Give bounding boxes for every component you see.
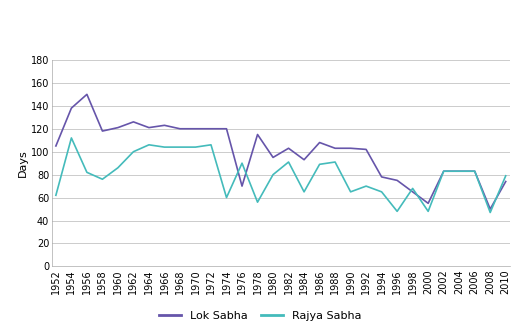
Legend: Lok Sabha, Rajya Sabha: Lok Sabha, Rajya Sabha bbox=[154, 307, 366, 326]
Lok Sabha bbox=[177, 127, 183, 131]
Lok Sabha bbox=[68, 106, 74, 110]
Lok Sabha bbox=[317, 141, 323, 145]
Rajya Sabha bbox=[425, 209, 431, 213]
Rajya Sabha bbox=[208, 143, 214, 147]
Rajya Sabha bbox=[131, 150, 137, 154]
Lok Sabha bbox=[208, 127, 214, 131]
Y-axis label: Days: Days bbox=[18, 149, 28, 177]
Rajya Sabha bbox=[332, 160, 338, 164]
Lok Sabha bbox=[285, 146, 292, 150]
Lok Sabha bbox=[487, 207, 493, 211]
Lok Sabha bbox=[456, 169, 462, 173]
Rajya Sabha bbox=[472, 169, 478, 173]
Text: No. of sittings per year: No. of sittings per year bbox=[161, 12, 359, 27]
Rajya Sabha bbox=[53, 193, 59, 197]
Rajya Sabha bbox=[99, 177, 106, 181]
Line: Rajya Sabha: Rajya Sabha bbox=[56, 138, 506, 212]
Rajya Sabha bbox=[224, 195, 230, 199]
Rajya Sabha bbox=[84, 170, 90, 174]
Rajya Sabha bbox=[68, 136, 74, 140]
Rajya Sabha bbox=[503, 174, 509, 178]
Rajya Sabha bbox=[239, 161, 245, 165]
Lok Sabha bbox=[131, 120, 137, 124]
Rajya Sabha bbox=[146, 143, 152, 147]
Rajya Sabha bbox=[347, 190, 354, 194]
Rajya Sabha bbox=[192, 145, 199, 149]
Rajya Sabha bbox=[285, 160, 292, 164]
Lok Sabha bbox=[161, 123, 167, 127]
Rajya Sabha bbox=[456, 169, 462, 173]
Lok Sabha bbox=[472, 169, 478, 173]
Lok Sabha bbox=[440, 169, 447, 173]
Rajya Sabha bbox=[317, 162, 323, 166]
Lok Sabha bbox=[379, 175, 385, 179]
Lok Sabha bbox=[503, 179, 509, 183]
Lok Sabha bbox=[115, 126, 121, 130]
Lok Sabha bbox=[146, 126, 152, 130]
Lok Sabha bbox=[99, 129, 106, 133]
Rajya Sabha bbox=[379, 190, 385, 194]
Rajya Sabha bbox=[394, 209, 400, 213]
Lok Sabha bbox=[239, 184, 245, 188]
Rajya Sabha bbox=[440, 169, 447, 173]
Rajya Sabha bbox=[270, 172, 276, 176]
Lok Sabha bbox=[84, 92, 90, 96]
Lok Sabha bbox=[301, 158, 307, 162]
Rajya Sabha bbox=[254, 200, 261, 204]
Rajya Sabha bbox=[115, 166, 121, 170]
Rajya Sabha bbox=[301, 190, 307, 194]
Lok Sabha bbox=[192, 127, 199, 131]
Lok Sabha bbox=[224, 127, 230, 131]
Rajya Sabha bbox=[487, 210, 493, 214]
Lok Sabha bbox=[363, 148, 369, 152]
Lok Sabha bbox=[425, 201, 431, 205]
Rajya Sabha bbox=[363, 184, 369, 188]
Lok Sabha bbox=[270, 156, 276, 160]
Lok Sabha bbox=[332, 146, 338, 150]
Lok Sabha bbox=[254, 133, 261, 137]
Lok Sabha bbox=[394, 178, 400, 182]
Rajya Sabha bbox=[177, 145, 183, 149]
Lok Sabha bbox=[53, 144, 59, 148]
Rajya Sabha bbox=[410, 186, 416, 190]
Lok Sabha bbox=[347, 146, 354, 150]
Line: Lok Sabha: Lok Sabha bbox=[56, 94, 506, 209]
Rajya Sabha bbox=[161, 145, 167, 149]
Lok Sabha bbox=[410, 190, 416, 194]
